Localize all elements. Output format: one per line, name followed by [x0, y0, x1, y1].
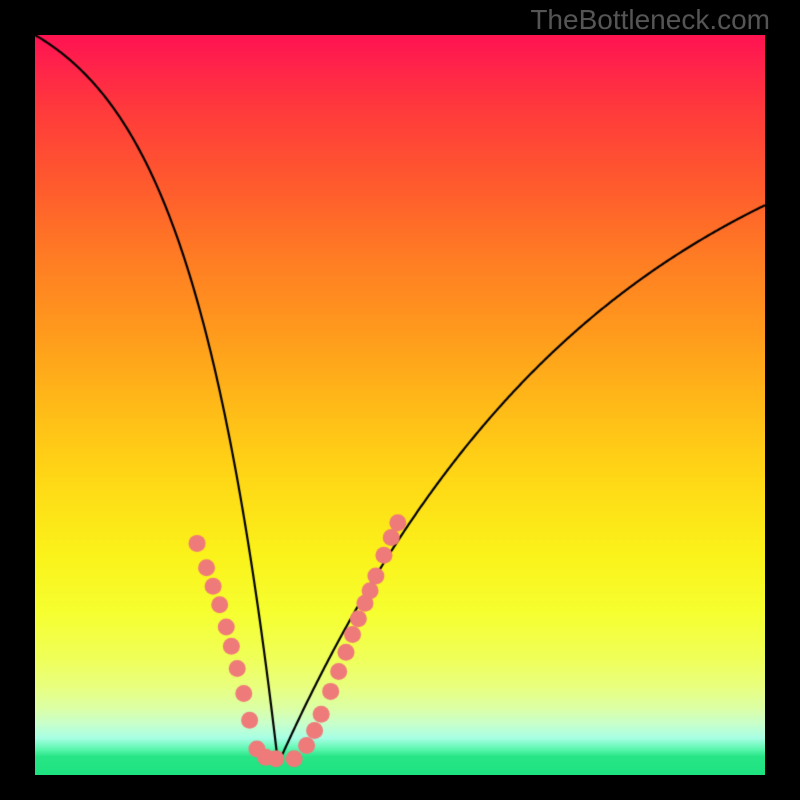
- plot-area: [35, 35, 765, 775]
- bottleneck-curve-canvas: [35, 35, 765, 775]
- chart-root: TheBottleneck.com: [0, 0, 800, 800]
- watermark-text: TheBottleneck.com: [530, 4, 770, 36]
